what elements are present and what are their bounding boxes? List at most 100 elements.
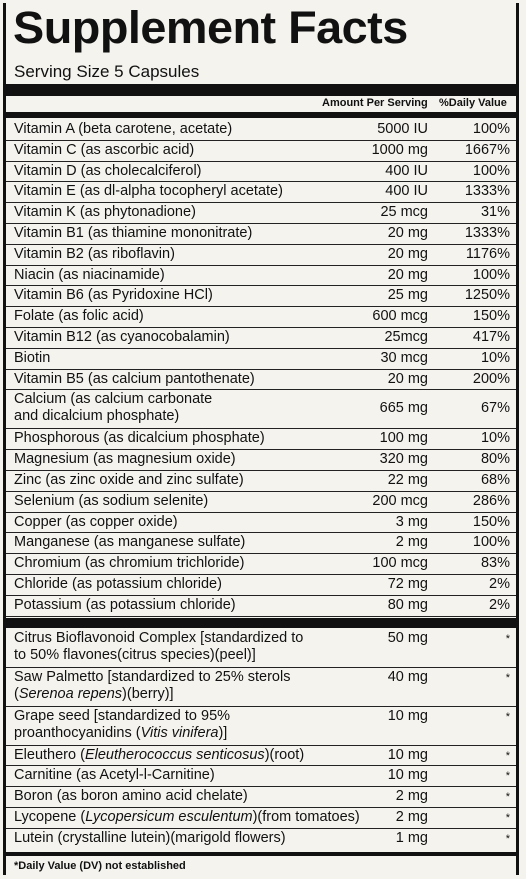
- footnote: *Daily Value (DV) not established: [14, 860, 186, 872]
- nutrient-amount: 200 mcg: [372, 492, 428, 509]
- nutrient-daily-value: 2%: [489, 576, 510, 592]
- table-row: Selenium (as sodium selenite) 200 mcg 286%: [6, 492, 516, 513]
- table-row: Chloride (as potassium chloride) 72 mg 2%: [6, 575, 516, 596]
- nutrient-daily-value: 100%: [472, 121, 510, 137]
- table-row: Lycopene (Lycopersicum esculentum)(from …: [6, 808, 516, 829]
- nutrient-amount: 20 mg: [387, 225, 428, 241]
- table-row: Vitamin K (as phytonadione) 25 mcg 31%: [6, 203, 516, 224]
- nutrient-amount: 320 mg: [379, 451, 428, 468]
- nutrient-name: Chromium (as chromium trichloride): [14, 555, 245, 572]
- table-row: Vitamin B6 (as Pyridoxine HCl) 25 mg 1250%: [6, 286, 516, 308]
- ingredient-name: Citrus Bioflavonoid Complex [standardize…: [14, 629, 304, 646]
- daily-value-not-established-asterisk: *: [505, 749, 510, 762]
- supplement-facts-panel: Supplement Facts Serving Size 5 Capsules…: [3, 3, 519, 875]
- nutrient-daily-value: 200%: [472, 370, 510, 387]
- section-thick-divider: [6, 617, 516, 628]
- ingredient-amount: 2 mg: [395, 809, 428, 825]
- nutrient-name: Manganese (as manganese sulfate): [14, 534, 246, 551]
- table-row: Chromium (as chromium trichloride) 100 mc…: [6, 554, 516, 575]
- nutrient-daily-value: 1250%: [464, 287, 510, 304]
- table-row: Niacin (as niacinamide) 20 mg 100%: [6, 266, 516, 287]
- nutrient-amount: 25 mcg: [380, 204, 428, 221]
- table-row: Lutein (crystalline lutein)(marigold flo…: [6, 829, 516, 850]
- nutrient-amount: 3 mg: [395, 513, 428, 530]
- table-row: Magnesium (as magnesium oxide) 320 mg 80%: [6, 450, 516, 471]
- ingredient-name-line2: proanthocyanidins (Vitis vinifera)]: [14, 724, 228, 741]
- nutrient-daily-value: 68%: [480, 472, 510, 488]
- nutrient-daily-value: 2%: [489, 596, 510, 613]
- ingredient-name: Lutein (crystalline lutein)(marigold flo…: [14, 829, 286, 846]
- nutrient-daily-value: 150%: [472, 308, 510, 325]
- ingredient-amount: 10 mg: [387, 707, 428, 724]
- nutrient-name: Vitamin K (as phytonadione): [14, 204, 196, 221]
- ingredient-name: Lycopene (Lycopersicum esculentum)(from …: [14, 809, 360, 825]
- table-row: Eleuthero (Eleutherococcus senticosus)(r…: [6, 746, 516, 767]
- nutrient-name: Vitamin E (as dl-alpha tocopheryl acetat…: [14, 183, 283, 200]
- ingredient-amount: 10 mg: [387, 767, 428, 784]
- nutrient-daily-value: 1333%: [464, 225, 510, 241]
- nutrient-daily-value: 100%: [472, 162, 510, 179]
- nutrient-amount: 72 mg: [387, 576, 428, 592]
- table-row: Vitamin D (as cholecalciferol) 400 IU 100%: [6, 162, 516, 183]
- nutrient-amount: 20 mg: [387, 245, 428, 262]
- nutrient-name: Biotin: [14, 349, 51, 366]
- nutrient-name: Folate (as folic acid): [14, 308, 144, 325]
- table-row: Vitamin B2 (as riboflavin) 20 mg 1176%: [6, 245, 516, 266]
- nutrient-amount: 5000 IU: [377, 121, 428, 137]
- daily-value-not-established-asterisk: *: [505, 812, 510, 824]
- ingredient-amount: 50 mg: [387, 629, 428, 646]
- daily-value-not-established-asterisk: *: [505, 832, 510, 845]
- table-row: Folate (as folic acid) 600 mcg 150%: [6, 307, 516, 328]
- nutrient-amount: 2 mg: [395, 534, 428, 551]
- nutrient-amount: 25 mg: [387, 287, 428, 304]
- nutrient-amount: 100 mg: [379, 430, 428, 447]
- nutrient-name: Magnesium (as magnesium oxide): [14, 451, 236, 468]
- ingredient-name: Eleuthero (Eleutherococcus senticosus)(r…: [14, 746, 305, 763]
- header-divider: [6, 112, 516, 118]
- table-row: Vitamin B5 (as calcium pantothenate) 20 m…: [6, 370, 516, 391]
- nutrient-name: Chloride (as potassium chloride): [14, 576, 222, 592]
- nutrient-daily-value: 1667%: [464, 141, 510, 158]
- ingredient-amount: 10 mg: [387, 746, 428, 763]
- table-row: Calcium (as calcium carbonate and dicalci…: [6, 390, 516, 430]
- nutrient-name: Potassium (as potassium chloride): [14, 596, 236, 613]
- nutrient-name: Vitamin C (as ascorbic acid): [14, 141, 195, 158]
- table-row: Boron (as boron amino acid chelate) 2 mg *: [6, 787, 516, 808]
- nutrient-name: Niacin (as niacinamide): [14, 266, 165, 283]
- nutrient-amount: 100 mcg: [372, 555, 428, 572]
- nutrient-name: Vitamin B5 (as calcium pantothenate): [14, 370, 255, 387]
- nutrient-daily-value: 286%: [472, 492, 510, 509]
- nutrient-daily-value: 10%: [480, 349, 510, 366]
- nutrient-daily-value: 1176%: [465, 245, 510, 262]
- nutrient-daily-value: 10%: [480, 430, 510, 447]
- serving-size: Serving Size 5 Capsules: [14, 62, 200, 81]
- nutrient-amount: 400 IU: [385, 183, 428, 200]
- daily-value-not-established-asterisk: *: [505, 632, 510, 645]
- nutrient-amount: 30 mcg: [380, 349, 428, 366]
- table-row: Citrus Bioflavonoid Complex [standardize…: [6, 629, 516, 668]
- footnote-divider: [6, 851, 516, 856]
- daily-value-not-established-asterisk: *: [505, 770, 510, 783]
- daily-value-header: %Daily Value: [439, 97, 507, 109]
- table-row: Zinc (as zinc oxide and zinc sulfate) 22 …: [6, 471, 516, 492]
- daily-value-not-established-asterisk: *: [505, 791, 510, 804]
- ingredient-name-line2: (Serenoa repens)(berry)]: [14, 685, 174, 702]
- ingredient-name-line2: to 50% flavones(citrus species)(peel)]: [14, 646, 256, 663]
- table-row: Biotin 30 mcg 10%: [6, 349, 516, 370]
- nutrient-daily-value: 100%: [472, 266, 510, 283]
- table-row: Phosphorous (as dicalcium phosphate) 100 …: [6, 429, 516, 451]
- nutrient-amount: 20 mg: [387, 370, 428, 387]
- nutrient-amount: 665 mg: [379, 400, 428, 417]
- daily-value-not-established-asterisk: *: [505, 671, 510, 684]
- nutrient-daily-value: 1333%: [464, 183, 510, 200]
- table-row: Saw Palmetto [standardized to 25% sterol…: [6, 668, 516, 707]
- ingredient-amount: 2 mg: [395, 788, 428, 805]
- table-row: Potassium (as potassium chloride) 80 mg 2%: [6, 596, 516, 617]
- nutrient-name: Zinc (as zinc oxide and zinc sulfate): [14, 472, 244, 488]
- nutrient-amount: 20 mg: [387, 266, 428, 283]
- nutrient-daily-value: 100%: [472, 534, 510, 551]
- daily-value-not-established-asterisk: *: [505, 710, 510, 723]
- table-row: Vitamin C (as ascorbic acid) 1000 mg 1667%: [6, 141, 516, 162]
- table-row: Vitamin B1 (as thiamine mononitrate) 20 m…: [6, 224, 516, 245]
- ingredient-name: Boron (as boron amino acid chelate): [14, 788, 248, 805]
